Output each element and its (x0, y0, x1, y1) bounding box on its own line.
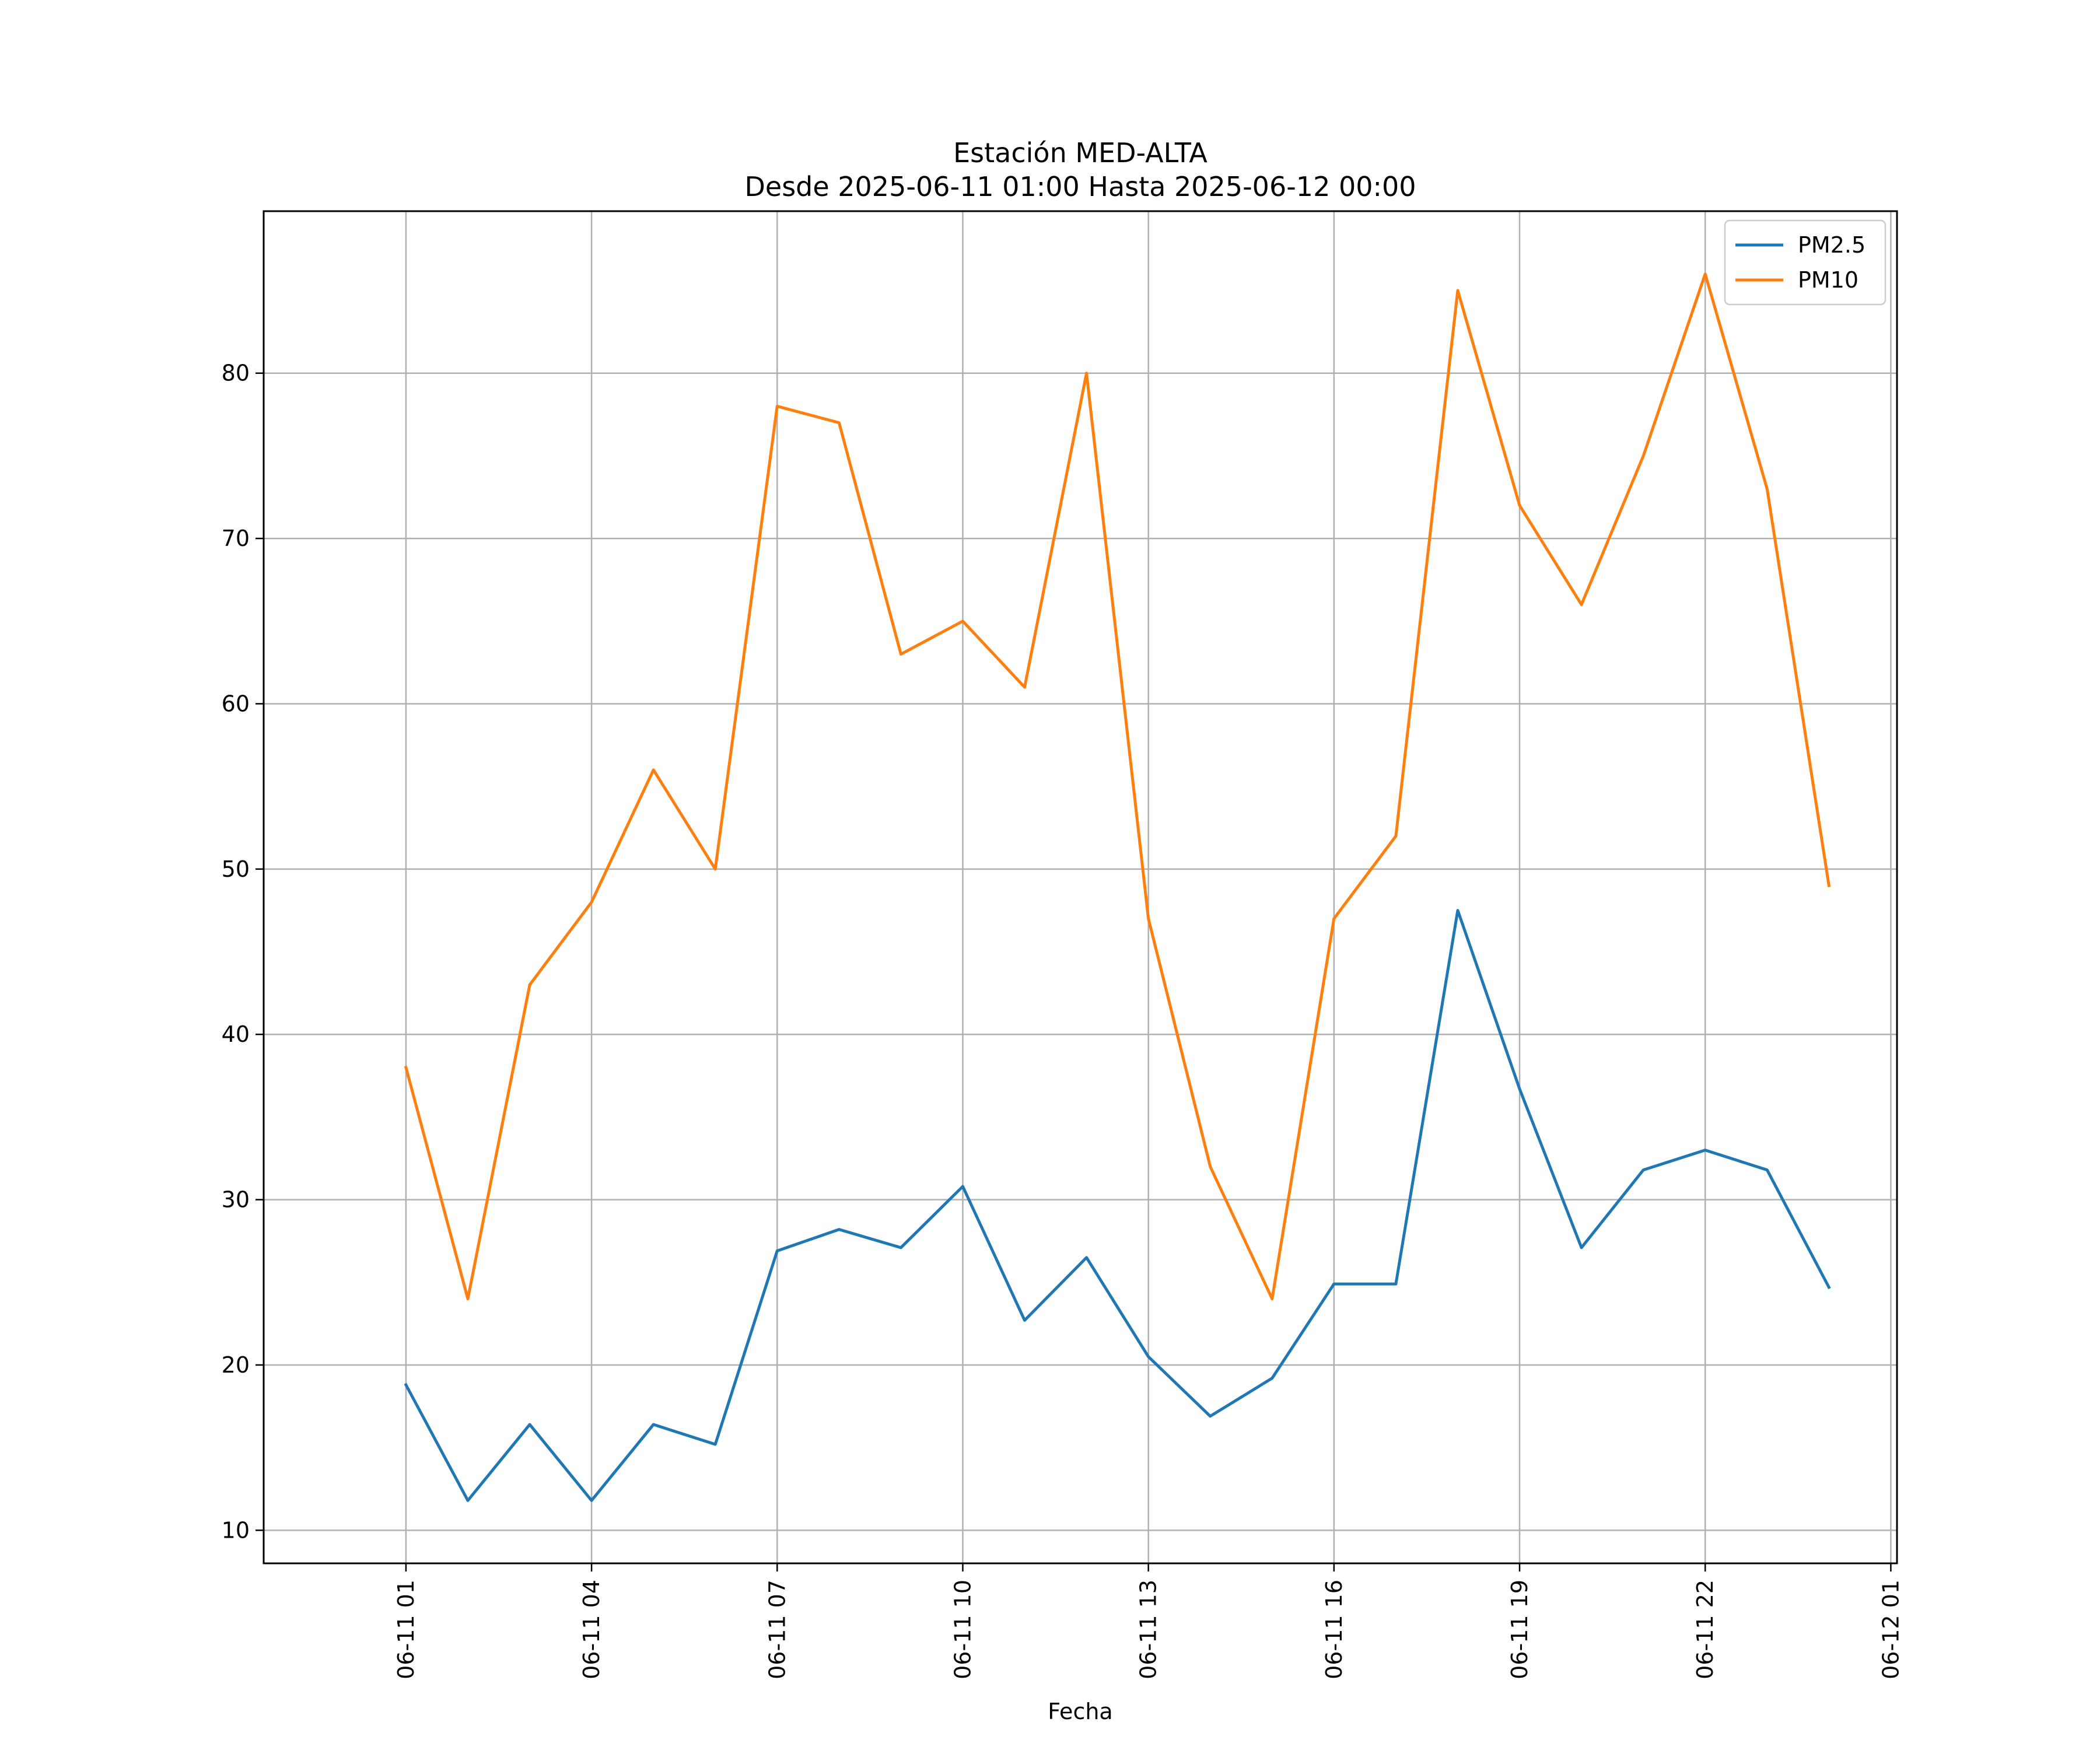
y-tick-label: 60 (222, 691, 250, 716)
x-tick-label: 06-11 13 (1136, 1580, 1161, 1679)
grid (264, 211, 1897, 1563)
series-line-pm10 (404, 272, 1831, 1301)
plot-frame (262, 210, 1898, 1564)
x-tick-label: 06-11 01 (393, 1580, 419, 1679)
chart-subtitle: Desde 2025-06-11 01:00 Hasta 2025-06-12 … (744, 171, 1416, 202)
y-tick-label: 40 (222, 1021, 250, 1047)
y-tick-label: 30 (222, 1187, 250, 1213)
x-tick-label: 06-11 07 (764, 1580, 790, 1679)
y-tick-label: 70 (222, 526, 250, 551)
x-tick-label: 06-12 01 (1878, 1580, 1903, 1679)
x-tick-label: 06-11 10 (950, 1580, 975, 1679)
legend-label-pm10: PM10 (1798, 267, 1859, 293)
x-axis-label: Fecha (1048, 1699, 1112, 1724)
x-tick-label: 06-11 22 (1692, 1580, 1718, 1679)
legend-label-pm25: PM2.5 (1798, 232, 1866, 258)
legend-box (1724, 219, 1887, 306)
series-layer (404, 272, 1831, 1502)
x-tick-label: 06-11 16 (1321, 1580, 1347, 1679)
y-tick-label: 80 (222, 360, 250, 386)
legend: PM2.5 PM10 (1724, 219, 1887, 306)
chart-title: Estación MED-ALTA (953, 137, 1208, 169)
y-tick-label: 20 (222, 1352, 250, 1378)
y-axis: 10 20 30 40 50 60 70 80 (222, 360, 264, 1543)
x-axis: 06-11 01 06-11 04 06-11 07 06-11 10 06-11 13… (393, 1563, 1903, 1679)
x-tick-label: 06-11 04 (579, 1580, 604, 1679)
y-tick-label: 50 (222, 856, 250, 882)
y-tick-label: 10 (222, 1517, 250, 1543)
x-tick-label: 06-11 19 (1507, 1580, 1532, 1679)
series-line-pm25 (404, 909, 1831, 1502)
